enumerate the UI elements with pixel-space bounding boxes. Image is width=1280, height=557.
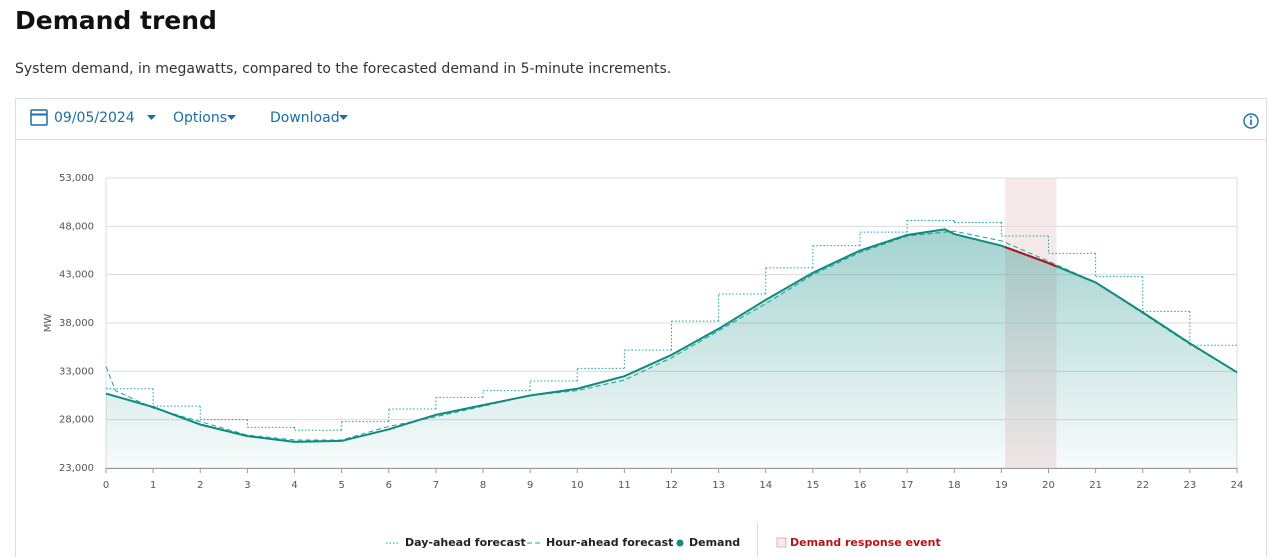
x-tick-label: 7 <box>433 480 439 491</box>
x-tick-label: 5 <box>338 480 344 491</box>
y-tick-label: 53,000 <box>59 173 94 184</box>
y-tick-label: 23,000 <box>59 463 94 474</box>
x-tick-label: 19 <box>995 480 1008 491</box>
x-tick-label: 23 <box>1184 480 1197 491</box>
legend-marker <box>776 537 787 548</box>
x-tick-label: 13 <box>712 480 725 491</box>
x-tick-label: 15 <box>807 480 820 491</box>
info-icon-dot <box>1250 116 1252 118</box>
caret <box>339 115 348 120</box>
x-tick-label: 12 <box>665 480 678 491</box>
page-title: Demand trend <box>15 6 217 35</box>
x-tick-label: 22 <box>1136 480 1149 491</box>
legend-label: Demand <box>689 536 740 549</box>
x-tick-label: 24 <box>1231 480 1244 491</box>
x-tick-label: 2 <box>197 480 203 491</box>
area <box>106 229 1237 468</box>
calendar-icon <box>30 109 48 126</box>
legend-label: Hour-ahead forecast <box>546 536 673 549</box>
x-tick-label: 14 <box>759 480 772 491</box>
y-tick-label: 33,000 <box>59 366 94 377</box>
y-tick-label: 38,000 <box>59 318 94 329</box>
x-tick-label: 8 <box>480 480 486 491</box>
y-axis-label: MW <box>43 314 54 333</box>
info-icon[interactable] <box>1243 113 1259 129</box>
legend-label: Day-ahead forecast <box>405 536 526 549</box>
x-tick-label: 9 <box>527 480 533 491</box>
date-label[interactable]: 09/05/2024 <box>54 110 135 126</box>
caret <box>147 115 156 120</box>
event-line <box>1005 245 1057 268</box>
download-menu[interactable]: Download <box>270 110 348 126</box>
options-menu[interactable]: Options <box>173 110 236 126</box>
x-tick-label: 4 <box>291 480 297 491</box>
x-tick-label: 20 <box>1042 480 1055 491</box>
x-tick-label: 11 <box>618 480 631 491</box>
legend-label: Demand response event <box>790 536 941 549</box>
x-tick-label: 3 <box>244 480 250 491</box>
x-tick-label: 18 <box>948 480 961 491</box>
y-tick-label: 48,000 <box>59 221 94 232</box>
x-tick-label: 16 <box>854 480 867 491</box>
info-button[interactable] <box>1243 113 1259 129</box>
legend-marker <box>676 539 684 547</box>
options-label[interactable]: Options <box>173 110 227 126</box>
subtitle: System demand, in megawatts, compared to… <box>15 61 671 77</box>
download-label[interactable]: Download <box>270 110 340 126</box>
x-tick-label: 17 <box>901 480 914 491</box>
x-tick-label: 0 <box>103 480 109 491</box>
x-tick-label: 1 <box>150 480 156 491</box>
y-tick-label: 28,000 <box>59 415 94 426</box>
caret <box>227 115 236 120</box>
x-tick-label: 6 <box>386 480 392 491</box>
x-tick-label: 21 <box>1089 480 1102 491</box>
y-tick-label: 43,000 <box>59 270 94 281</box>
x-tick-label: 10 <box>571 480 584 491</box>
date-picker[interactable]: 09/05/2024 <box>30 109 156 126</box>
